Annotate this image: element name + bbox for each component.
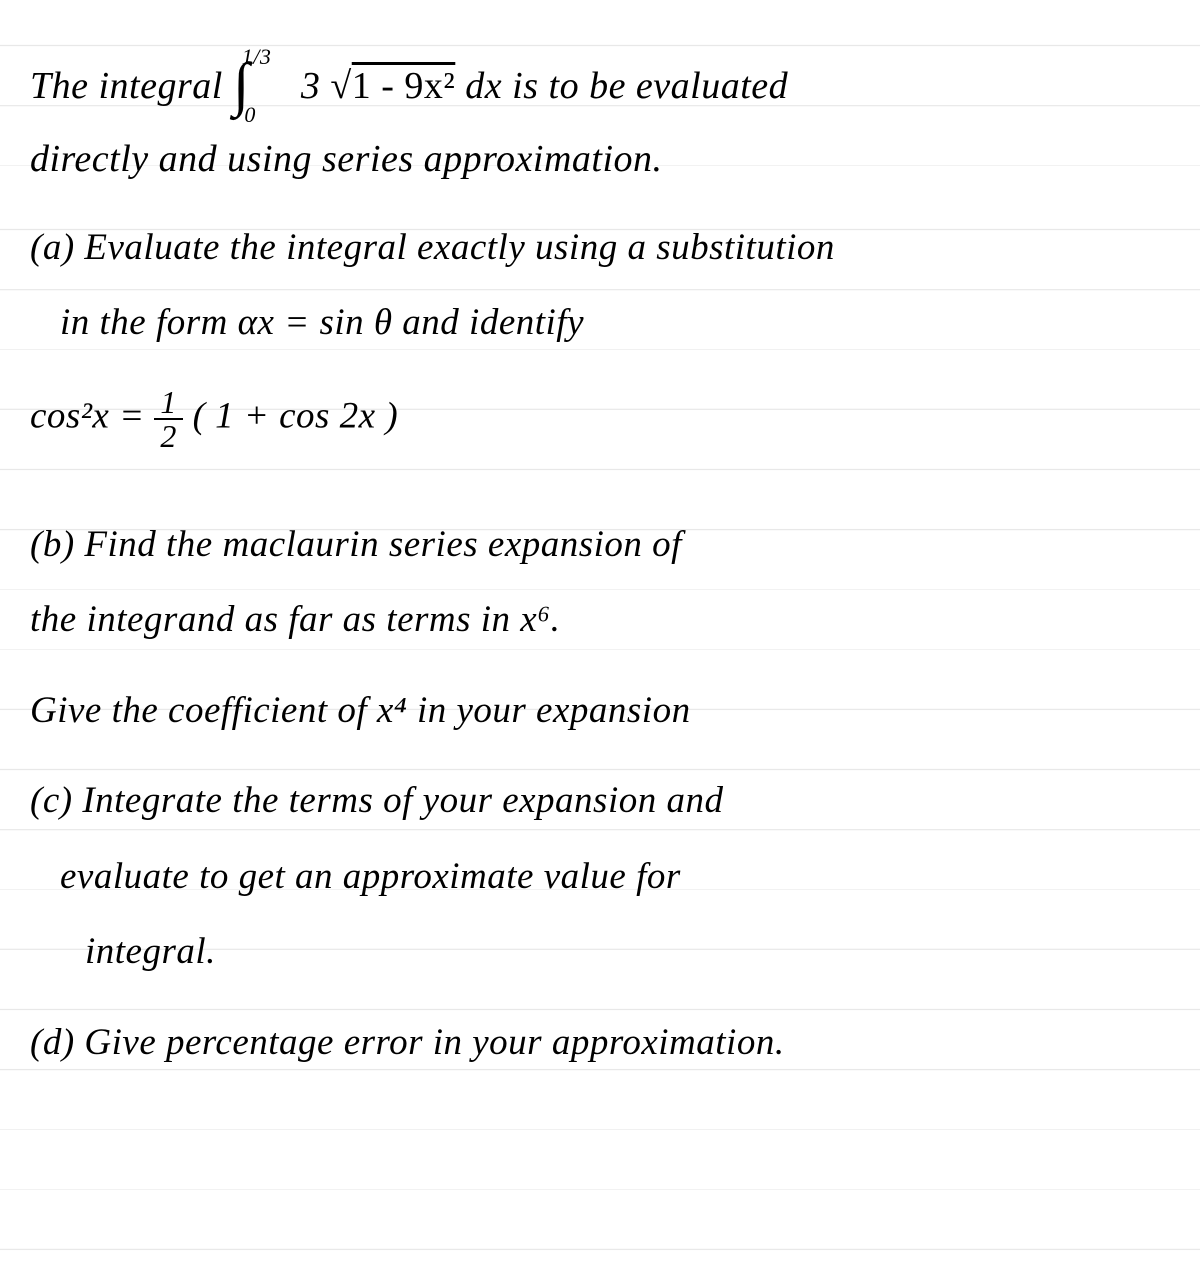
fraction-denominator: 2 <box>154 418 183 452</box>
part-c-line-3: integral. <box>30 924 1170 980</box>
intro-line-2: directly and using series approximation. <box>30 133 1170 186</box>
fraction-numerator: 1 <box>154 386 183 418</box>
fraction-one-half: 1 2 <box>154 386 183 452</box>
part-a-line-2: in the form αx = sin θ and identify <box>30 295 1170 351</box>
identity-lhs: cos²x = <box>30 395 154 436</box>
part-d-line-1: (d) Give percentage error in your approx… <box>30 1015 1170 1071</box>
part-b-line-3: Give the coefficient of x⁴ in your expan… <box>30 683 1170 739</box>
intro-line-1: The integral ∫1/30 3 √1 - 9x² dx is to b… <box>30 60 1170 115</box>
part-b-line-1: (b) Find the maclaurin series expansion … <box>30 517 1170 573</box>
part-b-line-2: the integrand as far as terms in x⁶. <box>30 592 1170 648</box>
part-c-line-2: evaluate to get an approximate value for <box>30 849 1170 905</box>
part-a-line-1: (a) Evaluate the integral exactly using … <box>30 220 1170 276</box>
sqrt-radicand: 1 - 9x² <box>352 65 456 107</box>
intro-text-prefix: The integral <box>30 65 233 107</box>
lower-limit: 0 <box>244 102 256 127</box>
integrand-suffix: dx is to be evaluated <box>465 65 788 107</box>
part-c-line-1: (c) Integrate the terms of your expansio… <box>30 773 1170 829</box>
identity-line: cos²x = 1 2 ( 1 + cos 2x ) <box>30 386 1170 452</box>
identity-rhs: ( 1 + cos 2x ) <box>193 395 399 436</box>
upper-limit: 1/3 <box>242 44 272 69</box>
handwritten-document: The integral ∫1/30 3 √1 - 9x² dx is to b… <box>30 60 1170 1070</box>
integrand-coeff: 3 √ <box>301 65 352 107</box>
